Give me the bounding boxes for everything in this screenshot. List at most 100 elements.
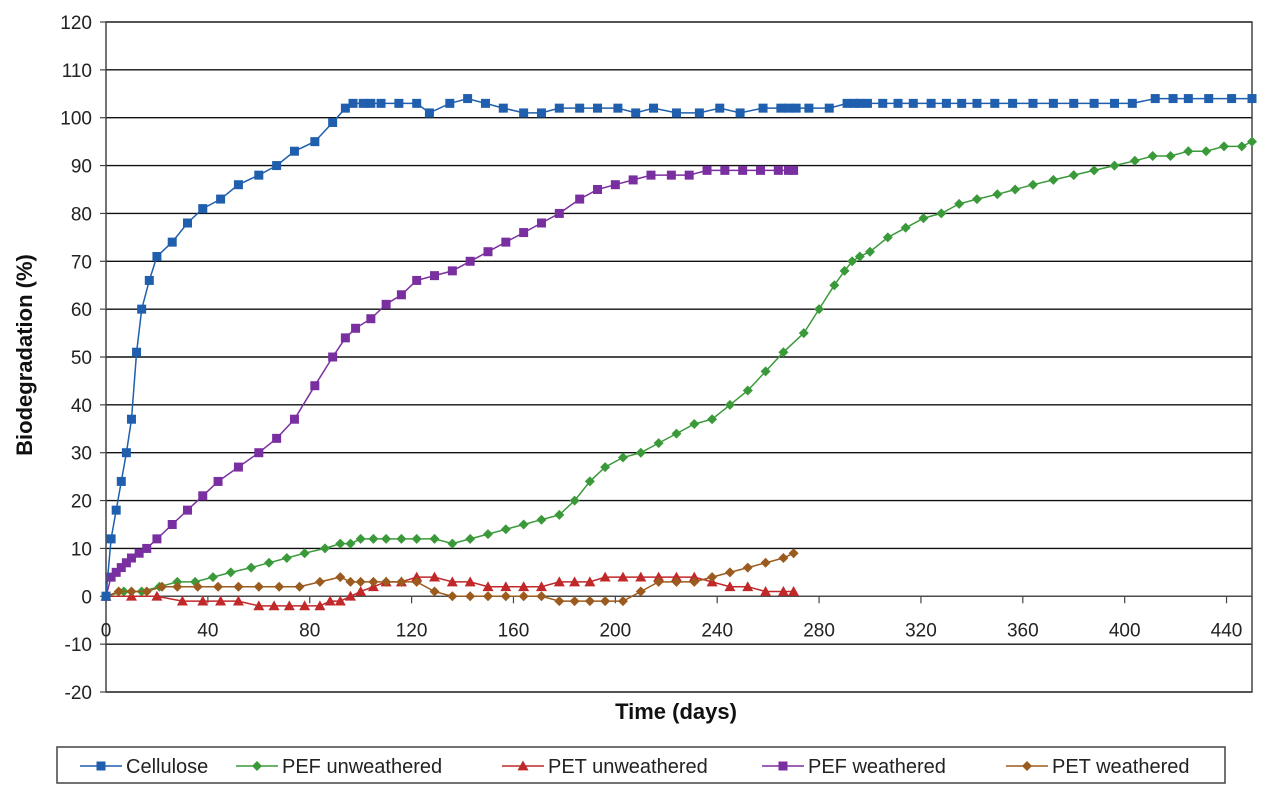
data-point-cellulose <box>111 505 121 515</box>
data-point-pet-weathered <box>429 586 440 597</box>
legend-marker <box>517 760 529 771</box>
data-point-pef-unweathered <box>465 533 476 544</box>
legend-marker <box>96 761 106 771</box>
data-point-pef-unweathered <box>518 519 529 530</box>
data-point-pet-unweathered <box>688 571 700 582</box>
data-point-cellulose <box>855 98 865 108</box>
series-pet-weathered <box>101 548 799 607</box>
data-point-pef-unweathered <box>829 280 840 291</box>
data-point-cellulose <box>972 98 982 108</box>
data-point-pet-unweathered <box>215 595 227 606</box>
x-tick-label: 280 <box>803 620 835 641</box>
data-point-cellulose <box>358 98 368 108</box>
data-point-cellulose <box>216 194 226 204</box>
data-point-pef-unweathered <box>396 533 407 544</box>
data-point-pet-unweathered <box>334 595 346 606</box>
data-point-pef-unweathered <box>411 533 422 544</box>
data-point-pef-unweathered <box>1247 136 1257 147</box>
data-point-pet-unweathered <box>268 600 280 611</box>
x-tick-label: 120 <box>396 620 428 641</box>
series-pet-unweathered <box>100 571 800 611</box>
data-point-cellulose <box>1168 94 1178 104</box>
data-point-pef-unweathered <box>1165 151 1176 161</box>
data-point-pet-weathered <box>465 591 476 602</box>
data-point-cellulose <box>671 108 681 118</box>
data-point-pet-unweathered <box>253 600 265 611</box>
series-pef-unweathered <box>101 136 1257 602</box>
data-point-pef-unweathered <box>1236 141 1247 152</box>
data-point-pef-unweathered <box>1089 165 1100 176</box>
data-point-pet-weathered <box>518 591 529 602</box>
data-point-pet-weathered <box>707 572 718 583</box>
y-tick-label: -20 <box>65 683 92 704</box>
data-point-pef-unweathered <box>760 366 771 377</box>
legend-marker <box>778 761 788 771</box>
data-point-pef-unweathered <box>778 347 789 358</box>
data-point-pet-weathered <box>213 581 224 592</box>
x-tick-label: 200 <box>599 620 631 641</box>
data-point-pef-unweathered <box>335 538 346 549</box>
data-point-pet-unweathered <box>760 586 772 596</box>
data-point-pef-unweathered <box>617 452 628 463</box>
x-tick-label: 400 <box>1109 620 1141 641</box>
data-point-cellulose <box>132 347 142 357</box>
data-point-pef-weathered <box>789 165 799 175</box>
data-point-pef-unweathered <box>798 328 809 339</box>
data-point-cellulose <box>289 146 299 156</box>
data-point-pef-weathered <box>575 194 585 204</box>
data-point-pet-weathered <box>554 596 565 607</box>
data-point-cellulose <box>694 108 704 118</box>
y-tick-label: 110 <box>62 61 92 82</box>
data-point-pef-unweathered <box>954 198 965 209</box>
data-point-pef-weathered <box>536 218 546 228</box>
data-point-pet-unweathered <box>584 576 596 587</box>
y-tick-label: 120 <box>60 13 92 34</box>
data-point-pet-weathered <box>671 576 682 587</box>
data-point-pet-weathered <box>689 576 700 587</box>
data-point-pet-unweathered <box>553 576 565 587</box>
data-point-cellulose <box>310 137 320 147</box>
data-point-pet-weathered <box>569 596 580 607</box>
data-point-pef-weathered <box>501 237 511 247</box>
data-point-pef-weathered <box>167 520 177 529</box>
legend-item-pef-unweathered: PEF unweathered <box>236 756 442 778</box>
data-point-pef-unweathered <box>865 246 875 257</box>
data-point-pet-unweathered <box>283 600 295 611</box>
data-point-pet-weathered <box>274 581 285 592</box>
data-point-cellulose <box>893 98 903 108</box>
data-point-pet-unweathered <box>176 595 188 606</box>
data-point-pet-weathered <box>157 581 168 592</box>
x-tick-label: 0 <box>101 620 112 641</box>
data-point-pef-unweathered <box>1048 174 1059 185</box>
data-point-pef-unweathered <box>635 447 646 458</box>
data-point-cellulose <box>1109 98 1119 108</box>
data-point-pet-unweathered <box>535 581 547 592</box>
data-point-cellulose <box>776 103 786 113</box>
data-point-pet-weathered <box>788 548 799 559</box>
data-point-cellulose <box>554 103 564 113</box>
data-point-pef-weathered <box>182 505 192 515</box>
data-point-cellulose <box>1048 98 1058 108</box>
data-point-pet-unweathered <box>635 571 647 582</box>
legend: Cellulose PEF unweathered PET unweathered P… <box>56 746 1226 784</box>
data-point-pet-weathered <box>724 567 735 578</box>
data-point-pet-weathered <box>233 581 244 592</box>
data-point-pet-weathered <box>411 576 422 587</box>
data-point-pef-unweathered <box>345 538 356 549</box>
data-point-pef-unweathered <box>447 538 458 549</box>
data-point-pef-weathered <box>755 165 765 175</box>
data-point-pef-unweathered <box>554 509 565 520</box>
data-point-pef-unweathered <box>882 232 893 243</box>
data-point-pef-weathered <box>310 381 320 391</box>
data-point-cellulose <box>126 414 136 424</box>
legend-label: Cellulose <box>126 756 208 778</box>
y-tick-label: 40 <box>71 396 92 417</box>
data-point-pef-unweathered <box>707 414 718 425</box>
data-point-cellulose <box>1183 94 1193 104</box>
data-point-cellulose <box>445 98 455 108</box>
data-point-pef-weathered <box>702 165 712 175</box>
series-pef-weathered <box>101 165 799 601</box>
data-point-pef-unweathered <box>500 524 511 535</box>
data-point-cellulose <box>198 204 208 214</box>
y-tick-label: 100 <box>60 109 92 130</box>
